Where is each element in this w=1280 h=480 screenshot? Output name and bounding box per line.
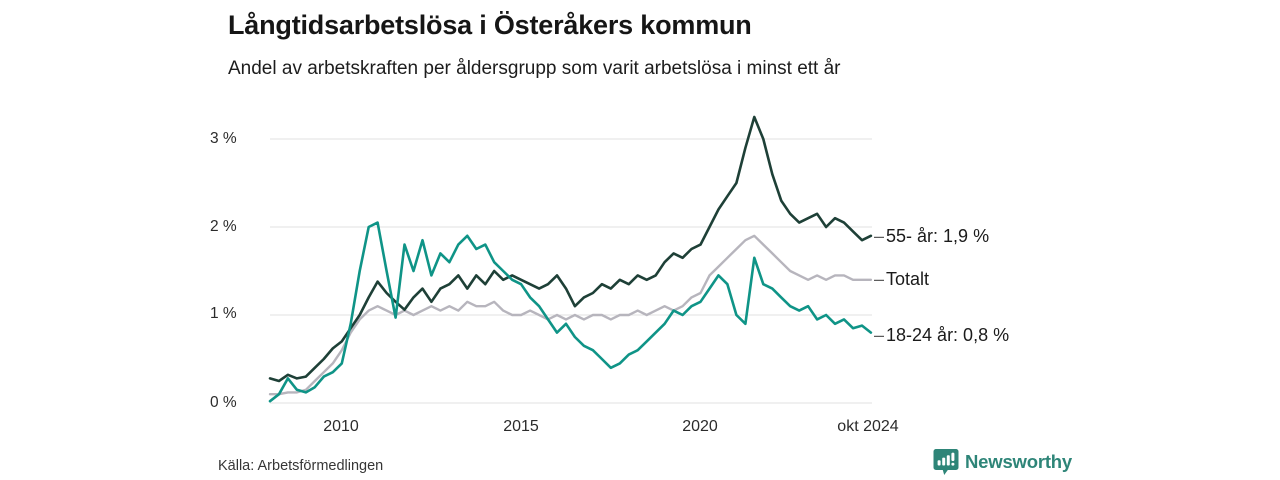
newsworthy-logo: Newsworthy (933, 448, 1072, 476)
series-label-55-ar: –55- år: 1,9 % (874, 226, 989, 247)
source-note: Källa: Arbetsförmedlingen (218, 458, 384, 474)
legend-dash: – (874, 325, 885, 345)
legend-dash: – (874, 226, 885, 246)
y-axis-tick-label: 2 % (210, 218, 237, 235)
series-line-55-ar (268, 115, 873, 383)
exclamation-dot (951, 462, 955, 466)
y-axis-tick-label: 3 % (210, 130, 237, 147)
x-axis-tick-label: 2020 (682, 418, 718, 435)
series-line-totalt (268, 234, 873, 396)
exclamation-bar (951, 452, 955, 461)
x-axis-tick-label: 2010 (323, 418, 359, 435)
y-axis-tick-label: 1 % (210, 305, 237, 322)
x-axis-tick-label: okt 2024 (837, 418, 899, 435)
bar-medium (942, 457, 946, 466)
newsworthy-wordmark: Newsworthy (965, 451, 1072, 472)
speech-bubble-shape (933, 449, 959, 475)
newsworthy-bar-chart-speech-bubble-icon (933, 449, 959, 475)
chart-subtitle: Andel av arbetskraften per åldersgrupp s… (228, 58, 841, 79)
bar-tall (946, 455, 950, 466)
series-label-text: Totalt (886, 269, 930, 289)
chart-title: Långtidsarbetslösa i Österåkers kommun (228, 10, 752, 40)
series-label-text: 18-24 år: 0,8 % (886, 325, 1010, 345)
series-label-18-24-ar: –18-24 år: 0,8 % (874, 325, 1009, 346)
series-line-18-24-ar (268, 221, 873, 403)
y-axis-tick-label: 0 % (210, 394, 237, 411)
series-label-text: 55- år: 1,9 % (886, 226, 990, 246)
x-axis-tick-label: 2015 (503, 418, 539, 435)
legend-dash: – (874, 269, 885, 289)
bar-short (937, 460, 941, 466)
series-label-totalt: – Totalt (874, 269, 929, 290)
